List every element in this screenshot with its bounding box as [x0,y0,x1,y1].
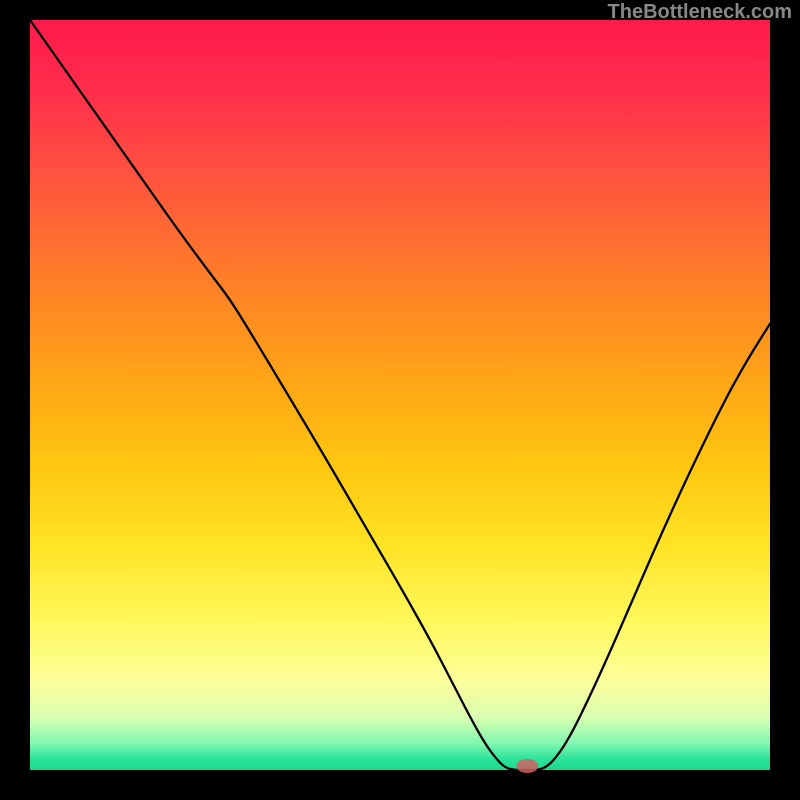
bottleneck-chart: TheBottleneck.com [0,0,800,800]
watermark-text: TheBottleneck.com [608,1,792,23]
chart-svg: TheBottleneck.com [0,0,800,800]
minimum-marker [516,759,538,773]
chart-plot-area [30,20,770,770]
